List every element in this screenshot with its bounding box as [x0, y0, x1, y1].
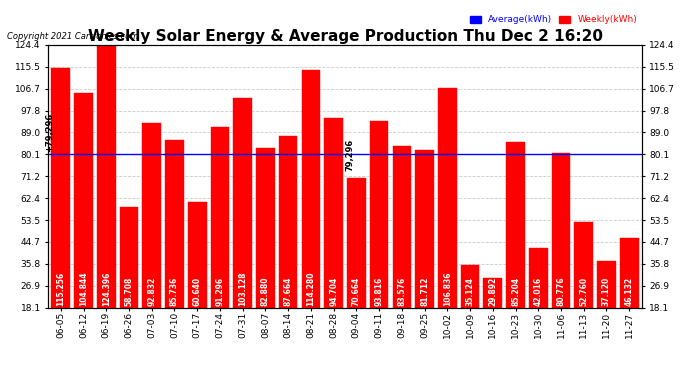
- Bar: [210, 127, 229, 308]
- Bar: [438, 88, 457, 308]
- Text: 37.120: 37.120: [602, 277, 611, 306]
- Text: 115.256: 115.256: [57, 272, 66, 306]
- Bar: [256, 147, 275, 308]
- Text: 81.712: 81.712: [420, 277, 429, 306]
- Text: 29.892: 29.892: [489, 277, 497, 306]
- Bar: [233, 98, 252, 308]
- Bar: [552, 153, 571, 308]
- Bar: [52, 68, 70, 308]
- Text: 91.296: 91.296: [215, 277, 224, 306]
- Bar: [302, 70, 320, 308]
- Text: 46.132: 46.132: [624, 277, 633, 306]
- Text: 114.280: 114.280: [306, 272, 315, 306]
- Bar: [324, 118, 343, 308]
- Text: 83.576: 83.576: [397, 277, 406, 306]
- Bar: [574, 222, 593, 308]
- Bar: [142, 123, 161, 308]
- Bar: [597, 261, 615, 308]
- Text: 79,296: 79,296: [345, 138, 354, 171]
- Text: 35.124: 35.124: [466, 277, 475, 306]
- Text: 104.844: 104.844: [79, 272, 88, 306]
- Legend: Average(kWh), Weekly(kWh): Average(kWh), Weekly(kWh): [470, 15, 637, 24]
- Text: 82.880: 82.880: [261, 277, 270, 306]
- Text: 85.736: 85.736: [170, 277, 179, 306]
- Text: 94.704: 94.704: [329, 277, 338, 306]
- Bar: [370, 120, 388, 308]
- Text: 92.832: 92.832: [147, 277, 156, 306]
- Text: 106.836: 106.836: [443, 272, 452, 306]
- Bar: [165, 141, 184, 308]
- Bar: [97, 45, 116, 308]
- Bar: [393, 146, 411, 308]
- Text: 85.204: 85.204: [511, 277, 520, 306]
- Bar: [347, 178, 366, 308]
- Text: 52.760: 52.760: [579, 277, 588, 306]
- Text: Copyright 2021 Cartronics.com: Copyright 2021 Cartronics.com: [7, 32, 138, 41]
- Bar: [119, 207, 138, 308]
- Text: 58.708: 58.708: [124, 277, 133, 306]
- Bar: [461, 266, 480, 308]
- Bar: [529, 249, 548, 308]
- Bar: [506, 142, 525, 308]
- Text: 93.816: 93.816: [375, 277, 384, 306]
- Text: 124.396: 124.396: [102, 272, 111, 306]
- Text: 70.664: 70.664: [352, 277, 361, 306]
- Bar: [415, 150, 434, 308]
- Text: +79,296: +79,296: [45, 112, 54, 152]
- Text: 87.664: 87.664: [284, 277, 293, 306]
- Bar: [75, 93, 93, 308]
- Title: Weekly Solar Energy & Average Production Thu Dec 2 16:20: Weekly Solar Energy & Average Production…: [88, 29, 602, 44]
- Bar: [620, 238, 638, 308]
- Bar: [188, 202, 206, 308]
- Text: 60.640: 60.640: [193, 277, 201, 306]
- Bar: [279, 136, 297, 308]
- Bar: [484, 278, 502, 308]
- Text: 80.776: 80.776: [557, 277, 566, 306]
- Text: 103.128: 103.128: [238, 272, 247, 306]
- Text: 42.016: 42.016: [534, 277, 543, 306]
